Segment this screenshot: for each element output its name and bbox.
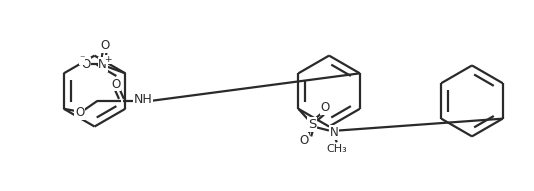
Text: S: S <box>308 118 316 131</box>
Text: NH: NH <box>134 93 152 106</box>
Text: O: O <box>81 58 90 71</box>
Text: N: N <box>329 126 338 139</box>
Text: O: O <box>75 106 84 119</box>
Text: O: O <box>100 39 109 52</box>
Text: O: O <box>300 134 309 147</box>
Text: +: + <box>104 55 111 64</box>
Text: O: O <box>320 101 329 114</box>
Text: CH₃: CH₃ <box>326 144 347 154</box>
Text: O: O <box>112 78 121 91</box>
Text: ⁻: ⁻ <box>79 55 85 65</box>
Text: N: N <box>98 58 107 71</box>
